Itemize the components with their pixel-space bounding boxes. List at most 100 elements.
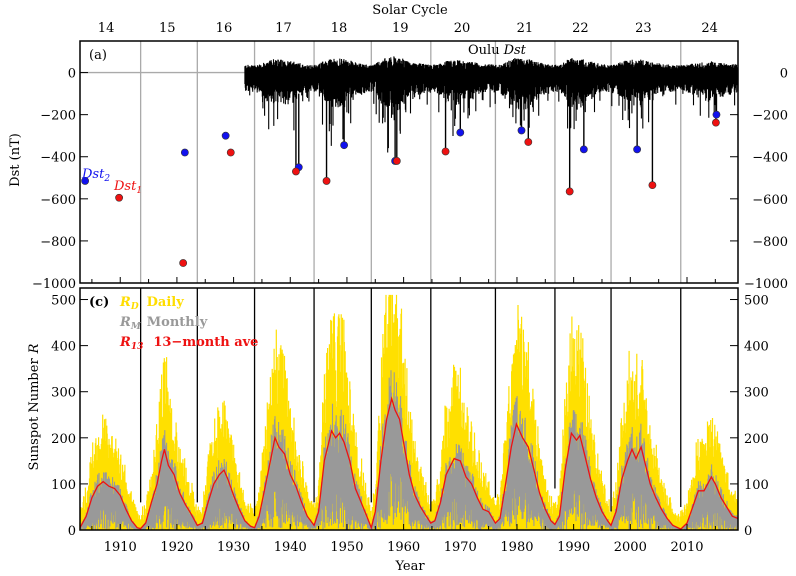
- legend-daily-label: Daily: [147, 295, 185, 310]
- dst2-label-sub: 2: [103, 174, 110, 184]
- dst1-point: [292, 167, 300, 176]
- dst-ytick-label-right: −600: [752, 193, 788, 208]
- panel-a-dst: 0 −200 −400 −600 −800 −1000 0 −200 −400 −600 −800…: [8, 3, 788, 292]
- panel-c-label: (c): [89, 295, 109, 310]
- dst1-point: [441, 147, 450, 156]
- panel-a-ticks: [80, 72, 738, 284]
- panel-c-frame: [79, 287, 739, 531]
- legend-monthly-sub: M: [130, 322, 142, 332]
- dst2-point: [633, 145, 642, 154]
- oulu-dst-label: Oulu Dst: [468, 43, 527, 58]
- solar-cycle-label-15: 15: [159, 21, 176, 36]
- year-tick-label: 1930: [217, 540, 250, 555]
- dst-ytick-label-right: −400: [752, 151, 788, 166]
- sunspot-ytick-label: 300: [51, 386, 76, 401]
- dst2-point: [340, 141, 349, 150]
- panel-a-ylabel: Dst (nT): [8, 133, 23, 187]
- oulu-label: Oulu: [468, 43, 500, 58]
- sunspot-ytick-label: 200: [51, 432, 76, 447]
- cycle-boundary-lines: [139, 288, 682, 517]
- sunspot-ytick-label-right: 400: [744, 340, 769, 355]
- year-tick-label: 2010: [670, 540, 703, 555]
- panel-c-ytick-labels-left: 0 100 200 300 400 500: [51, 294, 76, 539]
- dst2-label-main: Dst: [81, 167, 105, 182]
- dst1-point: [648, 181, 657, 190]
- legend-monthly-label: Monthly: [147, 315, 208, 330]
- sunspot-ytick-label-right: 100: [744, 478, 769, 493]
- solar-cycle-label-18: 18: [331, 21, 348, 36]
- dst1-point: [179, 259, 188, 267]
- panel-c-ytick-labels-right: 0 100 200 300 400 500: [744, 294, 769, 539]
- legend-daily: RD Daily: [119, 295, 184, 312]
- dst-stems: [295, 93, 718, 192]
- sunspot-ytick-label: 0: [68, 524, 76, 539]
- dst-ytick-label-right: −800: [752, 235, 788, 250]
- dst2-point: [180, 148, 189, 157]
- year-tick-label: 2000: [614, 540, 647, 555]
- solar-cycle-label-22: 22: [572, 21, 589, 36]
- sunspot-ytick-label-right: 300: [744, 386, 769, 401]
- dst2-legend-label: Dst2: [81, 167, 110, 184]
- solar-cycle-label-17: 17: [275, 21, 292, 36]
- solar-cycle-label-16: 16: [216, 21, 233, 36]
- solar-cycle-label-24: 24: [701, 21, 718, 36]
- solar-cycle-label-23: 23: [635, 21, 652, 36]
- sunspot-ytick-label-right: 500: [744, 294, 769, 309]
- solar-cycle-label-20: 20: [454, 21, 471, 36]
- x-axis-title: Year: [394, 559, 425, 574]
- dst1-label-main: Dst: [113, 179, 137, 194]
- year-tick-label: 1910: [104, 540, 137, 555]
- sunspot-ytick-label-right: 200: [744, 432, 769, 447]
- panel-c-ylabel: Sunspot Number R: [27, 343, 42, 470]
- panel-c-legend: RD Daily RM Monthly R13 13−month ave: [119, 295, 258, 352]
- solar-cycle-label-21: 21: [517, 21, 534, 36]
- year-tick-label: 1920: [160, 540, 193, 555]
- legend-daily-sub: D: [130, 302, 139, 312]
- sunspot-ytick-label: 500: [51, 294, 76, 309]
- sunspot-ytick-label-right: 0: [744, 524, 752, 539]
- panel-c-ticks: [80, 299, 738, 531]
- dst1-point: [565, 187, 574, 196]
- year-tick-labels: 1910 1920 1930 1940 1950 1960 1970 1980 1990 2000…: [104, 540, 704, 555]
- dst-ytick-label: −1000: [32, 277, 76, 292]
- panel-a-ytick-labels-left: 0 −200 −400 −600 −800 −1000: [32, 67, 76, 292]
- year-tick-label: 1990: [557, 540, 590, 555]
- dst1-point: [226, 148, 235, 157]
- sunspot-ytick-label: 100: [51, 478, 76, 493]
- year-tick-label: 1940: [274, 540, 307, 555]
- legend-r13: R13 13−month ave: [119, 335, 258, 352]
- year-tick-label: 1950: [330, 540, 363, 555]
- year-tick-label: 1970: [444, 540, 477, 555]
- legend-r13-label: 13−month ave: [153, 335, 258, 350]
- dst1-label-sub: 1: [136, 186, 142, 196]
- dst-ytick-label: −200: [40, 109, 76, 124]
- dst-ytick-label: −600: [40, 193, 76, 208]
- sunspot-ylabel-symbol: R: [27, 343, 42, 354]
- dst-hourly-trace: [244, 56, 739, 153]
- legend-monthly: RM Monthly: [119, 315, 208, 332]
- legend-daily-symbol: R: [119, 295, 131, 310]
- dst1-point: [392, 157, 401, 165]
- legend-r13-symbol: R: [119, 335, 131, 350]
- dst-ytick-label: −800: [40, 235, 76, 250]
- solar-cycle-label-14: 14: [98, 21, 115, 36]
- dst2-point: [81, 177, 90, 185]
- year-tick-label: 1980: [500, 540, 533, 555]
- dst2-point: [221, 131, 230, 140]
- legend-monthly-symbol: R: [119, 315, 131, 330]
- dst-ytick-label: 0: [68, 67, 76, 82]
- dst1-legend-label: Dst1: [113, 179, 142, 196]
- dst1-point: [115, 193, 124, 202]
- dst-ytick-label: −400: [40, 151, 76, 166]
- dst2-point: [517, 126, 526, 135]
- solar-cycle-labels: 14 15 16 17 18 19 20 21 22 23 24: [98, 21, 718, 36]
- dst-ytick-label-right: −200: [752, 109, 788, 124]
- dst-trace: [244, 56, 739, 153]
- dst2-point: [712, 110, 721, 119]
- dst2-point: [579, 145, 588, 154]
- r13-smoothed-line: [79, 396, 739, 530]
- dst1-point: [322, 177, 331, 185]
- solar-cycle-label-19: 19: [392, 21, 409, 36]
- solar-cycle-axis-title: Solar Cycle: [372, 3, 448, 18]
